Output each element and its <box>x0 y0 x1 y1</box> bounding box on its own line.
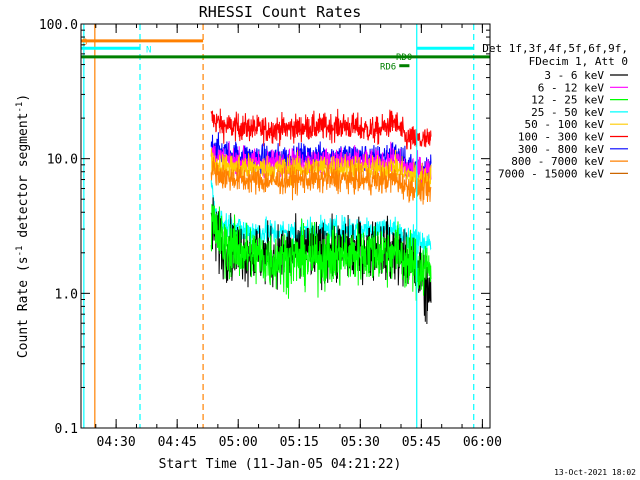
legend-entry-label: 300 - 800 keV <box>518 143 604 156</box>
annotation-label-1: N <box>146 45 151 55</box>
series-line-7 <box>210 204 432 301</box>
x-tick-label: 05:45 <box>402 435 441 450</box>
series-line-5 <box>210 180 432 259</box>
series-line-4 <box>210 157 432 205</box>
x-axis-label: Start Time (11-Jan-05 04:21:22) <box>159 457 402 472</box>
y-axis-label-text: Count Rate (s-1 detector segment-1) <box>15 94 31 358</box>
series-line-0 <box>210 108 432 150</box>
x-tick-label: 05:30 <box>341 435 380 450</box>
legend-entry-label: 25 - 50 keV <box>531 106 604 119</box>
legend-entry-label: 3 - 6 keV <box>544 69 604 82</box>
x-tick-label: 04:45 <box>158 435 197 450</box>
x-tick-label: 06:00 <box>463 435 502 450</box>
y-tick-label: 100.0 <box>39 18 78 33</box>
chart-title: RHESSI Count Rates <box>199 3 362 21</box>
x-tick-label: 04:30 <box>97 435 136 450</box>
legend-entry-label: 12 - 25 keV <box>531 94 604 107</box>
y-tick-label: 10.0 <box>47 153 78 168</box>
legend-entry-label: 50 - 100 keV <box>525 118 605 131</box>
annotation-label-4: RD6 <box>380 63 396 73</box>
legend: Det 1f,3f,4f,5f,6f,9f,FDecim 1, Att 03 -… <box>482 42 628 180</box>
legend-entry-label: 100 - 300 keV <box>518 131 604 144</box>
legend-header-1: Det 1f,3f,4f,5f,6f,9f, <box>482 42 628 55</box>
y-axis-label: Count Rate (s-1 detector segment-1) <box>15 94 31 358</box>
legend-entry-label: 800 - 7000 keV <box>511 155 604 168</box>
x-tick-label: 05:00 <box>219 435 258 450</box>
annotation-label-3: RD0 <box>396 53 412 63</box>
footer-timestamp: 13-Oct-2021 18:02 <box>554 468 636 477</box>
legend-entry-label: 7000 - 15000 keV <box>498 167 604 180</box>
legend-header-2: FDecim 1, Att 0 <box>529 55 628 68</box>
y-tick-label: 1.0 <box>55 287 78 302</box>
legend-entry-label: 6 - 12 keV <box>538 81 605 94</box>
y-tick-label: 0.1 <box>55 422 78 437</box>
axes-frame <box>80 23 491 429</box>
x-tick-label: 05:15 <box>280 435 319 450</box>
series-line-6 <box>210 197 432 325</box>
annotation-label-0: S <box>82 38 87 48</box>
